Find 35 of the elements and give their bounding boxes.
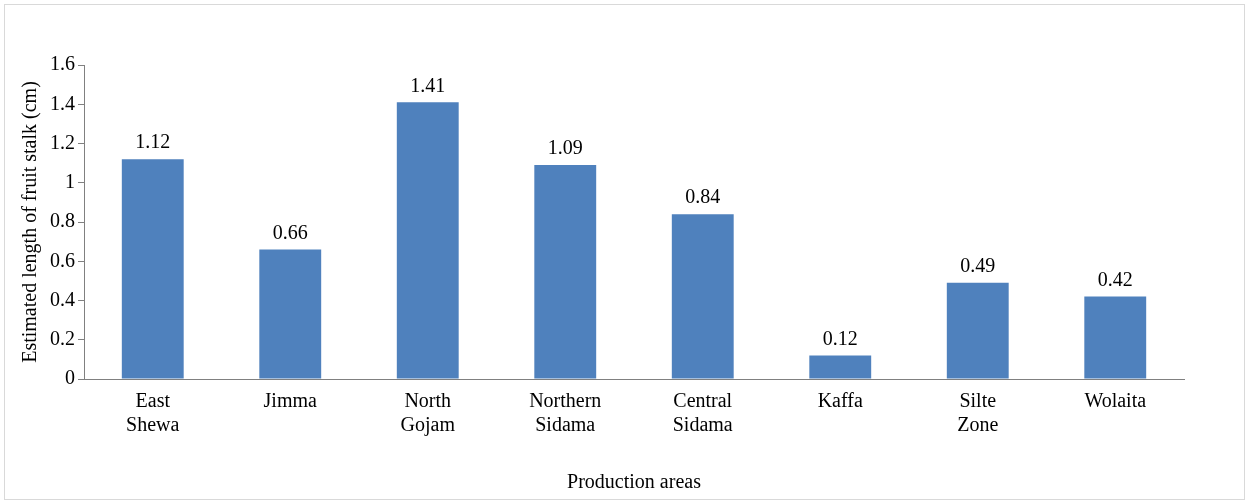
x-tick-label: Central Sidama [672, 389, 733, 436]
y-tick-label: 1.2 [50, 130, 75, 153]
x-tick-label: North Gojam [400, 389, 456, 437]
bar [809, 355, 872, 379]
y-tick-label: 0.2 [50, 327, 75, 349]
y-tick-label: 0.6 [50, 248, 75, 271]
y-tick-label: 0.4 [50, 287, 75, 310]
x-tick-label: Kaffa [817, 389, 863, 412]
x-tick-label: Wolaita [1084, 389, 1147, 412]
data-label: 1.12 [135, 130, 171, 153]
y-tick-label: 1 [65, 170, 75, 192]
x-tick-label: Northern Sidama [529, 389, 602, 436]
y-tick-label: 0.8 [50, 209, 75, 232]
bar [121, 159, 184, 379]
data-label: 0.84 [685, 185, 721, 208]
y-tick-label: 1.6 [50, 52, 75, 75]
bar [671, 214, 734, 379]
data-label: 0.42 [1097, 267, 1133, 290]
data-label: 0.12 [822, 326, 858, 349]
bar [534, 165, 597, 379]
y-axis-title: Estimated length of fruit stalk (cm) [18, 81, 42, 363]
bar [259, 249, 322, 379]
data-label: 1.41 [410, 73, 446, 96]
bar [1084, 296, 1147, 379]
data-label: 0.66 [272, 220, 308, 243]
x-tick-label: East Shewa [126, 389, 180, 436]
x-tick-label: Jimma [263, 389, 318, 412]
bar [946, 282, 1009, 379]
bar [396, 102, 459, 379]
data-label: 0.49 [960, 254, 996, 277]
x-axis-title: Production areas [567, 470, 702, 493]
y-tick-label: 0 [65, 366, 75, 389]
y-tick-label: 1.4 [50, 91, 75, 114]
x-tick-label: Silte Zone [957, 389, 999, 436]
data-label: 1.09 [547, 136, 583, 159]
